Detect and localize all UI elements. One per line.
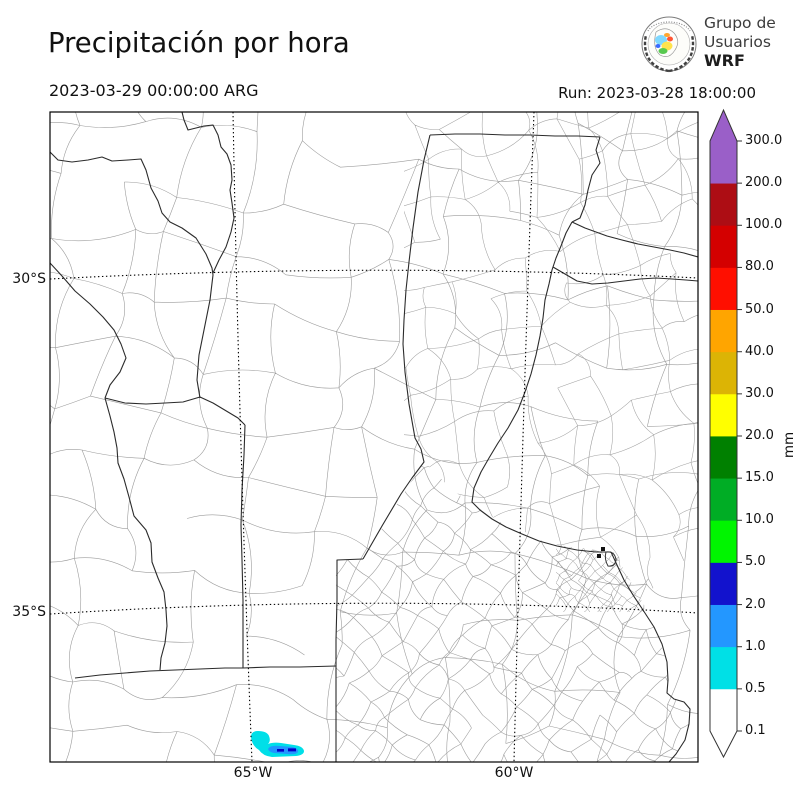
colorbar-segment [710, 604, 737, 648]
logo-text-line2: Usuarios [704, 33, 771, 51]
department-border-lines [336, 461, 690, 762]
province-border [335, 558, 364, 762]
precipitation-cells [251, 731, 304, 757]
province-boundaries [50, 112, 698, 762]
graticule-dotted-lines [50, 112, 698, 762]
lat-tick-label: 30°S [12, 271, 46, 287]
colorbar-segment [710, 267, 737, 310]
laurel-right [668, 34, 695, 73]
mesh-region-ne [404, 112, 698, 600]
colorbar-segment [710, 225, 737, 268]
colorbar [709, 108, 742, 759]
province-border [50, 262, 127, 399]
logo-text-line3: WRF [704, 51, 745, 70]
province-border [362, 134, 431, 560]
colorbar-tick-label: 50.0 [745, 301, 774, 317]
wrf-users-group-logo [641, 16, 697, 73]
province-border [571, 136, 601, 223]
lon-tick-label: 65°W [233, 765, 273, 781]
colorbar-tick-label: 5.0 [745, 554, 766, 570]
colorbar-segment [710, 393, 737, 437]
colorbar-tick-label: 0.1 [745, 723, 766, 738]
colorbar-segment [710, 478, 737, 521]
colorbar-tick-label: 80.0 [745, 259, 774, 275]
valid-time-label: 2023-03-29 00:00:00 ARG [49, 81, 259, 100]
mesh-region-ba [336, 461, 690, 762]
colorbar-unit-label: mm [781, 431, 797, 459]
logo-arc-text [647, 21, 691, 32]
province-border [104, 397, 168, 671]
colorbar-segment [710, 309, 737, 353]
lon-tick-label: 60°W [494, 765, 534, 781]
colorbar-segment [710, 183, 737, 226]
colorbar-tick-label: 300.0 [745, 133, 783, 148]
lat-tick-label: 35°S [12, 604, 46, 620]
department-border-lines [404, 112, 698, 600]
colorbar-tick-label: 30.0 [745, 385, 774, 401]
colorbar-segment [710, 562, 737, 605]
colorbar-segment [710, 351, 737, 395]
colorbar-tick-label: 40.0 [745, 343, 774, 359]
colorbar-segment [710, 646, 737, 690]
province-border [50, 151, 214, 399]
colorbar-segment [710, 436, 737, 479]
buenos-aires-city-marks [597, 547, 617, 567]
province-border [104, 396, 246, 426]
colorbar-arrow [710, 731, 737, 757]
colorbar-tick-label: 20.0 [745, 428, 774, 443]
colorbar-segment [710, 520, 737, 563]
page-title: Precipitación por hora [48, 27, 350, 59]
province-border [240, 424, 246, 668]
precip-cell-core [277, 748, 296, 752]
logo-text-line1: Grupo de [704, 14, 776, 32]
colorbar-tick-label: 10.0 [745, 512, 774, 528]
province-border [610, 551, 691, 762]
colorbar-tick-label: 0.5 [745, 680, 766, 696]
colorbar-tick-label: 200.0 [745, 175, 783, 191]
province-border [552, 266, 698, 285]
province-border [571, 221, 698, 258]
run-time-label: Run: 2023-03-28 18:00:00 [558, 84, 756, 102]
laurel-left [643, 34, 670, 73]
colorbar-segment [710, 688, 737, 732]
colorbar-tick-label: 15.0 [745, 470, 774, 486]
province-border [471, 221, 611, 553]
colorbar-tick-label: 1.0 [745, 638, 766, 654]
province-border [181, 112, 235, 274]
colorbar-tick-label: 2.0 [745, 596, 766, 612]
colorbar-tick-label: 100.0 [745, 217, 783, 233]
logo-map-outline [654, 28, 679, 57]
province-border [74, 665, 337, 679]
colorbar-segment [710, 141, 737, 184]
map-frame [49, 111, 699, 763]
colorbar-arrow [710, 110, 737, 141]
province-border [429, 133, 601, 138]
